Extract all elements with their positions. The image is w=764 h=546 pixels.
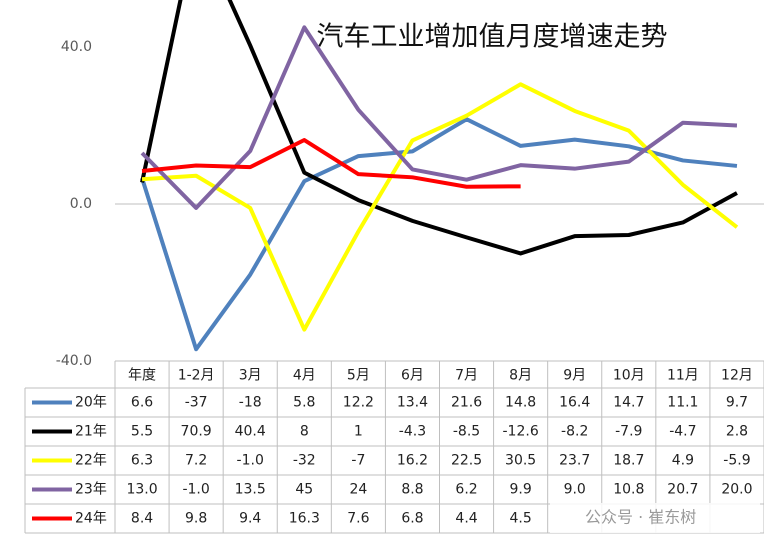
data-label: 14.8 xyxy=(505,395,536,411)
data-label: 2.8 xyxy=(726,424,748,440)
data-label: -7 xyxy=(351,453,365,469)
data-label: 9.7 xyxy=(726,395,748,411)
y-tick-label: -40.0 xyxy=(56,353,92,369)
x-tick-label: 4月 xyxy=(293,368,316,384)
data-label: 45 xyxy=(295,482,313,498)
data-label: 30.5 xyxy=(505,453,536,469)
data-label: 9.9 xyxy=(509,482,531,498)
data-label: 23.7 xyxy=(559,453,590,469)
data-label: -8.5 xyxy=(453,424,480,440)
data-label: 40.4 xyxy=(235,424,266,440)
x-tick-label: 11月 xyxy=(667,368,699,384)
legend-label: 22年 xyxy=(75,453,107,469)
series-line xyxy=(141,82,739,332)
y-tick-label: 0.0 xyxy=(70,196,92,212)
data-label: -7.9 xyxy=(615,424,642,440)
legend-label: 24年 xyxy=(75,511,107,527)
data-label: -4.3 xyxy=(399,424,426,440)
data-label: 10.8 xyxy=(613,482,644,498)
x-tick-label: 9月 xyxy=(563,368,586,384)
data-label: 5.5 xyxy=(131,424,153,440)
data-label: 24 xyxy=(349,482,367,498)
data-label: 7.6 xyxy=(347,511,369,527)
data-label: 1 xyxy=(354,424,363,440)
data-label: 7.2 xyxy=(185,453,207,469)
x-tick-label: 5月 xyxy=(347,368,370,384)
data-label: 9.8 xyxy=(185,511,207,527)
plot-area xyxy=(140,0,739,352)
x-tick-label: 年度 xyxy=(128,368,156,384)
data-label: 21.6 xyxy=(451,395,482,411)
data-label: 9.0 xyxy=(564,482,586,498)
y-tick-label: 40.0 xyxy=(61,39,92,55)
data-label: 18.7 xyxy=(613,453,644,469)
x-tick-label: 1-2月 xyxy=(178,368,215,384)
data-label: 5.8 xyxy=(293,395,315,411)
data-label: 20.7 xyxy=(667,482,698,498)
legend-label: 23年 xyxy=(75,482,107,498)
series-line xyxy=(140,117,738,352)
data-label: 6.3 xyxy=(131,453,153,469)
data-label: 8 xyxy=(300,424,309,440)
legend-label: 21年 xyxy=(75,424,107,440)
data-label: -37 xyxy=(185,395,208,411)
data-label: 8.8 xyxy=(401,482,423,498)
data-label: 16.4 xyxy=(559,395,590,411)
data-label: 6.8 xyxy=(401,511,423,527)
data-label: 6.6 xyxy=(131,395,153,411)
data-label: 14.7 xyxy=(613,395,644,411)
x-tick-label: 12月 xyxy=(721,368,753,384)
data-label: -12.6 xyxy=(503,424,539,440)
data-label: 13.4 xyxy=(397,395,428,411)
x-tick-label: 7月 xyxy=(455,368,478,384)
x-tick-label: 6月 xyxy=(401,368,424,384)
data-label: 22.5 xyxy=(451,453,482,469)
data-label: 4.4 xyxy=(455,511,477,527)
watermark: 公众号 · 崔东树 xyxy=(585,508,696,527)
data-label: 11.1 xyxy=(667,395,698,411)
data-label: 16.3 xyxy=(289,511,320,527)
watermark-bg xyxy=(550,503,760,533)
data-label: -1.0 xyxy=(237,453,264,469)
data-label: -4.7 xyxy=(669,424,696,440)
data-label: -8.2 xyxy=(561,424,588,440)
data-label: 70.9 xyxy=(181,424,212,440)
x-tick-label: 10月 xyxy=(613,368,645,384)
data-label: 4.9 xyxy=(672,453,694,469)
data-label: 9.4 xyxy=(239,511,261,527)
data-label: 6.2 xyxy=(455,482,477,498)
data-label: 20.0 xyxy=(721,482,752,498)
data-label: 13.5 xyxy=(235,482,266,498)
data-label: 16.2 xyxy=(397,453,428,469)
data-label: -1.0 xyxy=(182,482,209,498)
data-label: -18 xyxy=(239,395,262,411)
series-line xyxy=(141,138,521,189)
chart-title: 汽车工业增加值月度增速走势 xyxy=(317,22,668,53)
series-line xyxy=(140,25,738,210)
data-label: 12.2 xyxy=(343,395,374,411)
legend-label: 20年 xyxy=(75,395,107,411)
x-tick-label: 8月 xyxy=(509,368,532,384)
data-label: -5.9 xyxy=(723,453,750,469)
data-label: -32 xyxy=(293,453,316,469)
data-label: 4.5 xyxy=(509,511,531,527)
data-label: 13.0 xyxy=(126,482,157,498)
x-tick-label: 3月 xyxy=(239,368,262,384)
series-line xyxy=(140,0,738,256)
data-label: 8.4 xyxy=(131,511,153,527)
